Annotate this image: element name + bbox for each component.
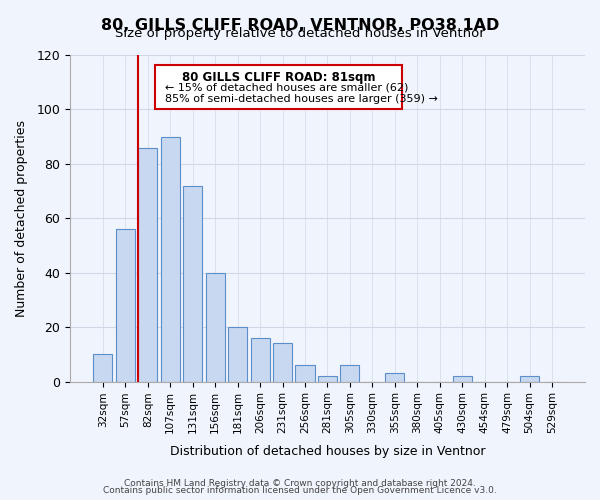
Bar	[452, 376, 472, 382]
Bar	[138, 148, 157, 382]
Text: 80 GILLS CLIFF ROAD: 81sqm: 80 GILLS CLIFF ROAD: 81sqm	[182, 72, 375, 85]
Bar	[273, 344, 292, 382]
X-axis label: Distribution of detached houses by size in Ventnor: Distribution of detached houses by size …	[170, 444, 485, 458]
Bar	[318, 376, 337, 382]
Bar	[116, 229, 135, 382]
Text: ← 15% of detached houses are smaller (62): ← 15% of detached houses are smaller (62…	[165, 83, 409, 93]
Bar	[161, 136, 180, 382]
Text: 80, GILLS CLIFF ROAD, VENTNOR, PO38 1AD: 80, GILLS CLIFF ROAD, VENTNOR, PO38 1AD	[101, 18, 499, 32]
Text: Size of property relative to detached houses in Ventnor: Size of property relative to detached ho…	[115, 28, 485, 40]
Text: Contains public sector information licensed under the Open Government Licence v3: Contains public sector information licen…	[103, 486, 497, 495]
Y-axis label: Number of detached properties: Number of detached properties	[15, 120, 28, 317]
Bar	[94, 354, 112, 382]
Bar	[340, 365, 359, 382]
Bar	[295, 365, 314, 382]
Bar	[206, 272, 225, 382]
Bar	[520, 376, 539, 382]
Bar	[251, 338, 269, 382]
Bar	[228, 327, 247, 382]
FancyBboxPatch shape	[155, 65, 402, 109]
Text: Contains HM Land Registry data © Crown copyright and database right 2024.: Contains HM Land Registry data © Crown c…	[124, 478, 476, 488]
Text: 85% of semi-detached houses are larger (359) →: 85% of semi-detached houses are larger (…	[165, 94, 438, 104]
Bar	[183, 186, 202, 382]
Bar	[385, 374, 404, 382]
